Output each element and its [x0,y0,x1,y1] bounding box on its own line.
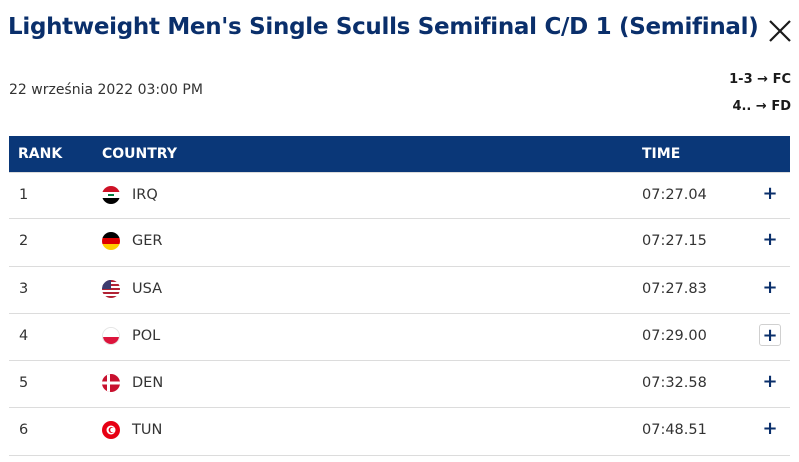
column-header-time: TIME [642,146,681,162]
progression-rules: 1-3 → FC 4.. → FD [729,66,791,120]
time-cell: 07:27.04 [642,187,707,203]
expand-row-button[interactable]: + [762,183,778,204]
rank-cell: 2 [19,233,29,250]
expand-row-button[interactable]: + [759,323,781,346]
table-row: 3 USA 07:27.83 + [9,267,790,314]
country-code: POL [132,327,161,344]
column-header-rank: RANK [18,146,63,162]
country-code: DEN [132,375,164,392]
poland-flag-icon [102,326,120,345]
close-icon[interactable] [766,17,794,45]
country-code: USA [132,280,163,297]
progression-rule: 4.. → FD [732,99,791,114]
column-header-country: COUNTRY [102,146,177,162]
expand-row-button[interactable]: + [762,229,778,251]
denmark-flag-icon [102,374,120,393]
table-row: 1 IRQ 07:27.04 + [9,172,790,220]
table-header: RANK COUNTRY TIME [9,136,790,172]
time-cell: 07:27.83 [642,280,707,297]
rank-cell: 1 [19,187,29,203]
iraq-flag-icon [102,186,120,204]
race-datetime: 22 września 2022 03:00 PM [9,82,203,98]
rank-cell: 6 [19,422,29,439]
time-cell: 07:32.58 [642,375,707,392]
germany-flag-icon [102,232,120,251]
progression-rule: 1-3 → FC [729,72,791,87]
rank-cell: 3 [19,280,29,297]
country-code: IRQ [132,187,158,203]
time-cell: 07:48.51 [642,422,707,439]
country-code: TUN [132,422,163,439]
table-row: 5 DEN 07:32.58 + [9,361,790,409]
table-row: 2 GER 07:27.15 + [9,219,790,267]
table-row: 4 POL 07:29.00 + [9,314,790,362]
page-title: Lightweight Men's Single Sculls Semifina… [8,14,759,40]
rank-cell: 5 [19,375,29,392]
time-cell: 07:29.00 [642,327,707,344]
expand-row-button[interactable]: + [762,418,778,440]
rank-cell: 4 [19,327,29,344]
time-cell: 07:27.15 [642,233,707,250]
expand-row-button[interactable]: + [762,371,778,393]
tunisia-flag-icon [102,421,120,440]
country-code: GER [132,233,163,250]
table-row: 6 TUN 07:48.51 + [9,408,790,456]
usa-flag-icon [102,279,120,298]
expand-row-button[interactable]: + [762,276,778,298]
results-table: RANK COUNTRY TIME 1 IRQ 07:27.04 + 2 [9,136,790,456]
